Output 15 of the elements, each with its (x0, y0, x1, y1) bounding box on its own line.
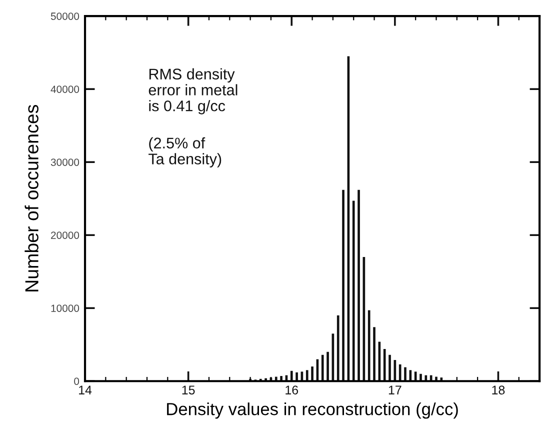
x-tick-label: 16 (286, 386, 298, 394)
y-tick-label: 30000 (50, 158, 80, 166)
x-tick-label: 18 (492, 386, 505, 394)
y-tick-label: 20000 (51, 232, 80, 239)
y-axis-title: Number of occurences (24, 104, 38, 292)
y-tick-label: 40000 (50, 86, 80, 93)
y-tick-label: 0 (74, 378, 80, 385)
x-tick-label: 15 (182, 386, 195, 394)
y-tick-label: 10000 (51, 304, 80, 312)
annotation: (2.5% of Ta density) (148, 137, 222, 168)
y-tick-label: 50000 (50, 12, 80, 20)
x-axis-title: Density values in reconstruction (g/cc) (167, 402, 458, 419)
x-tick-label: 14 (79, 386, 92, 394)
annotation: RMS density error in metal is 0.41 g/cc (148, 68, 238, 114)
x-tick-label: 17 (388, 386, 402, 394)
